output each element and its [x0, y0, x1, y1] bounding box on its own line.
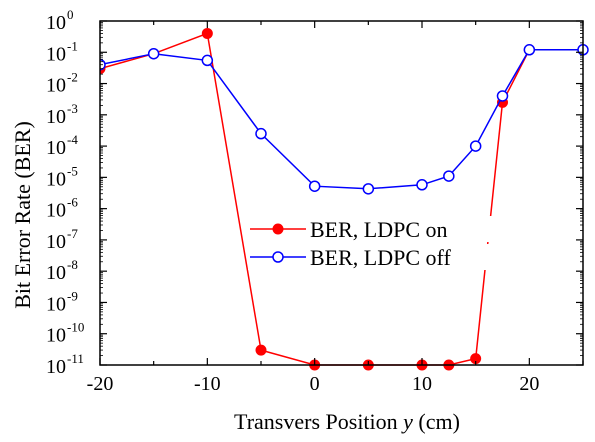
y-tick-base: 10: [46, 293, 66, 315]
data-point: [201, 27, 213, 39]
x-tick-label: 0: [310, 373, 320, 395]
data-point: [201, 54, 214, 67]
y-tick-exponent: -1: [67, 38, 78, 53]
y-tick-label: 10 -2: [46, 70, 78, 97]
data-point: [469, 140, 482, 152]
y-tick-base: 10: [46, 262, 66, 284]
series-ldpc-on: [100, 27, 589, 371]
y-tick-base: 10: [46, 106, 66, 128]
x-axis-title: Transvers Position y (cm): [234, 409, 460, 434]
y-tick-exponent: -2: [67, 70, 78, 85]
y-tick-label: 10 -4: [46, 132, 78, 159]
data-point: [416, 179, 428, 191]
data-point: [255, 127, 267, 140]
y-tick-base: 10: [46, 75, 66, 97]
data-point: [147, 47, 160, 60]
series-line: [100, 49, 583, 190]
y-tick-label: 10 -10: [46, 320, 84, 347]
y-tick-label: 10 -6: [46, 195, 78, 222]
legend-marker: [272, 251, 284, 263]
legend-label: BER, LDPC on: [310, 217, 448, 242]
y-tick-exponent: -11: [67, 351, 84, 366]
data-point: [443, 170, 455, 182]
y-tick-label: 10 -3: [46, 101, 78, 128]
y-tick-base: 10: [46, 137, 66, 159]
legend-entry: BER, LDPC on: [248, 216, 510, 242]
y-tick-base: 10: [46, 12, 66, 34]
y-tick-label: 10 -7: [46, 226, 78, 253]
y-tick-base: 10: [46, 168, 66, 190]
y-tick-label: 10 -11: [46, 351, 84, 378]
y-tick-exponent: -7: [67, 226, 78, 241]
legend-entry: BER, LDPC off: [248, 244, 510, 270]
y-tick-label: 10 -5: [46, 163, 78, 190]
data-point: [362, 183, 375, 195]
y-tick-label: 10 -8: [46, 257, 78, 284]
legend-label: BER, LDPC off: [310, 245, 451, 270]
y-tick-exponent: -4: [67, 132, 78, 147]
y-tick-exponent: 0: [67, 7, 74, 22]
y-tick-base: 10: [46, 356, 66, 378]
y-tick-label: 10 -1: [46, 38, 78, 65]
x-axis-title-part: (cm): [413, 409, 460, 434]
y-tick-label: 10 -9: [46, 288, 78, 315]
y-tick-exponent: -9: [67, 288, 78, 303]
data-point: [308, 180, 321, 192]
legend-marker: [272, 223, 284, 235]
y-tick-exponent: -8: [67, 257, 78, 272]
y-tick-base: 10: [46, 325, 66, 347]
x-axis-title-part: y: [401, 409, 413, 434]
y-tick-exponent: -3: [67, 101, 78, 116]
y-tick-label: 10 0: [46, 7, 74, 34]
y-tick-base: 10: [46, 200, 66, 222]
x-tick-label: 10: [412, 373, 432, 395]
legend: BER, LDPC on BER, LDPC off: [248, 216, 510, 270]
data-point: [523, 44, 536, 56]
plot-content: [100, 27, 589, 371]
axes: [99, 20, 584, 366]
plot-frame: [99, 20, 584, 366]
x-tick-label: -20: [87, 373, 114, 395]
y-tick-exponent: -6: [67, 195, 78, 210]
data-point: [255, 344, 267, 356]
y-axis-title: Bit Error Rate (BER): [10, 121, 35, 309]
y-tick-base: 10: [46, 43, 66, 65]
series-ldpc-off: [100, 44, 589, 195]
x-tick-label: 20: [519, 373, 539, 395]
y-tick-exponent: -10: [67, 320, 84, 335]
x-tick-label: -10: [194, 373, 221, 395]
x-axis-title-part: Transvers Position: [234, 409, 403, 434]
data-point: [496, 90, 509, 102]
y-tick-exponent: -5: [67, 163, 78, 178]
y-tick-base: 10: [46, 231, 66, 253]
